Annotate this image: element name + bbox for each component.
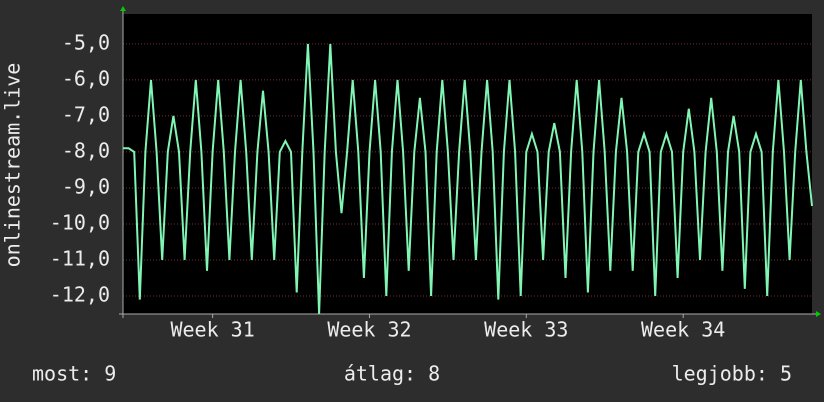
y-tick-label: -10,0 bbox=[50, 210, 110, 234]
y-tick-label: -9,0 bbox=[62, 174, 110, 198]
y-axis-title: onlinestream.live bbox=[1, 63, 25, 268]
y-tick-label: -12,0 bbox=[50, 282, 110, 306]
y-tick-label: -11,0 bbox=[50, 246, 110, 270]
x-tick-label: Week 31 bbox=[170, 318, 254, 342]
y-tick-label: -7,0 bbox=[62, 102, 110, 126]
y-tick-label: -8,0 bbox=[62, 138, 110, 162]
y-tick-label: -6,0 bbox=[62, 66, 110, 90]
axis-arrow bbox=[816, 311, 821, 317]
plot-area bbox=[123, 14, 812, 314]
footer-average: átlag: 8 bbox=[344, 362, 440, 386]
x-tick-label: Week 32 bbox=[327, 318, 411, 342]
series-line bbox=[123, 43, 813, 315]
footer-current: most: 9 bbox=[32, 362, 116, 386]
footer-best: legjobb: 5 bbox=[672, 362, 792, 386]
y-tick-label: -5,0 bbox=[62, 30, 110, 54]
x-tick-label: Week 33 bbox=[484, 318, 568, 342]
x-tick-label: Week 34 bbox=[641, 318, 725, 342]
axis-arrow bbox=[120, 6, 126, 11]
